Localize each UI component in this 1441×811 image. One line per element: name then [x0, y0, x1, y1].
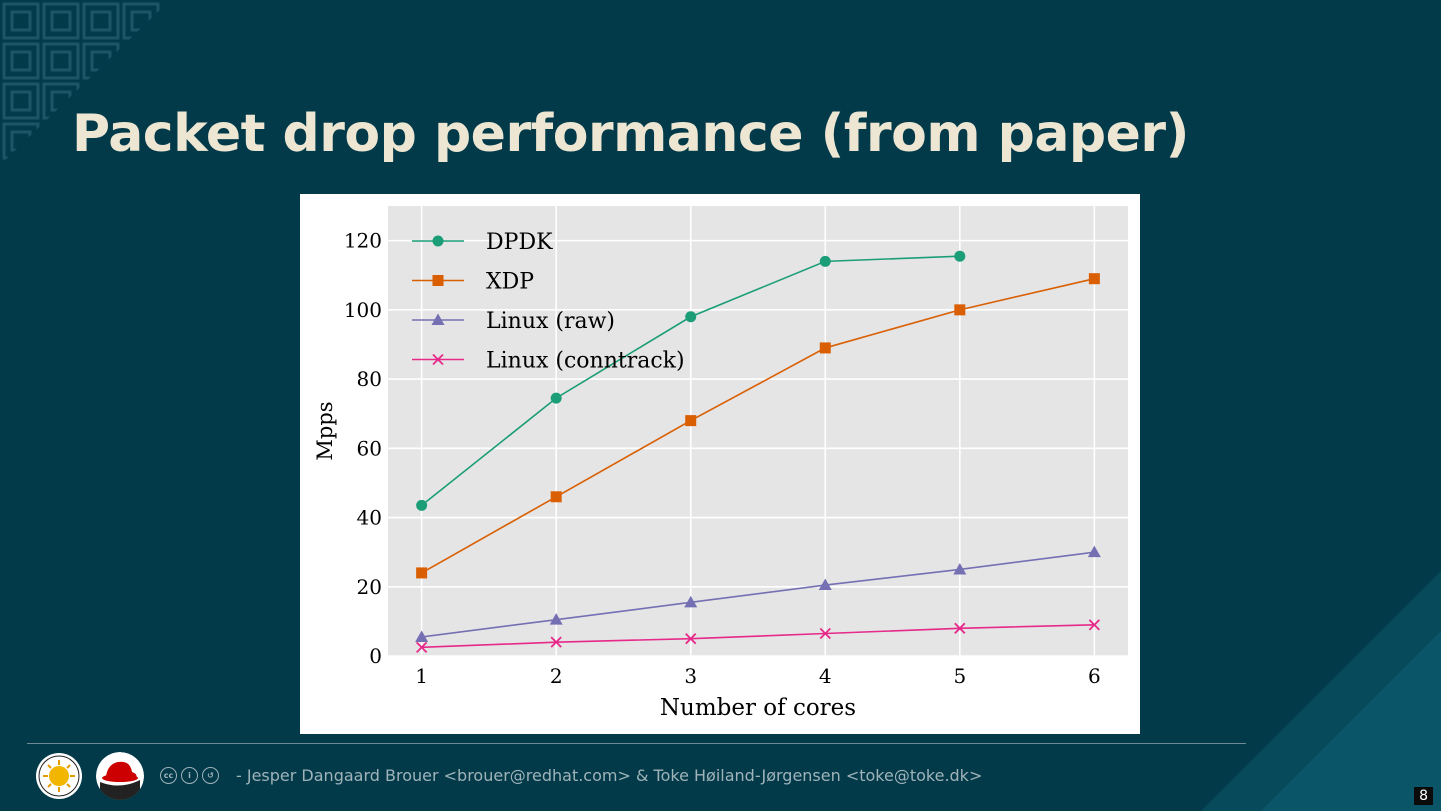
- plot-area: [388, 206, 1128, 656]
- data-point-linux-conntrack: [819, 627, 831, 640]
- data-point-linux-conntrack: [1088, 619, 1101, 631]
- y-tick-label: 100: [344, 298, 382, 322]
- data-point-linux-conntrack: [685, 633, 697, 645]
- y-tick-label: 40: [357, 506, 382, 530]
- grid-lines: [388, 206, 1128, 657]
- data-point-linux-conntrack: [415, 641, 428, 653]
- legend-label-xdp: XDP: [486, 270, 534, 295]
- series-line-xdp: [421, 277, 1095, 574]
- data-point-xdp: [1088, 273, 1100, 285]
- y-tick-label: 0: [369, 644, 382, 668]
- legend-marker-linux-conntrack: [432, 353, 444, 366]
- data-point-xdp: [954, 304, 966, 316]
- x-axis-label: Number of cores: [660, 695, 856, 721]
- series-markers: [415, 250, 1101, 653]
- data-point-linux-raw: [953, 562, 967, 575]
- y-tick-label: 60: [357, 436, 382, 460]
- data-point-linux-raw: [1087, 545, 1101, 558]
- y-tick-label: 80: [357, 367, 382, 391]
- series-line-linux-conntrack: [421, 624, 1095, 649]
- legend: DPDK XDP Linux (raw) Linux (conntrack): [412, 230, 685, 374]
- data-point-dpdk: [550, 392, 562, 404]
- page-number: 8: [1414, 787, 1433, 805]
- legend-label-linux-conntrack: Linux (conntrack): [486, 349, 685, 374]
- y-axis-label: Mpps: [313, 401, 337, 460]
- slide-title: Packet drop performance (from paper): [72, 104, 1189, 164]
- chart-panel: 1 2 3 4 5 6 0 20 40 60 80 100 120 Number of cores M…: [300, 194, 1140, 734]
- data-point-dpdk: [685, 311, 697, 323]
- data-point-linux-conntrack: [550, 636, 562, 648]
- legend-label-dpdk: DPDK: [486, 230, 553, 255]
- legend-marker-linux-raw: [431, 313, 445, 325]
- share-alike-icon: ↺: [202, 767, 219, 784]
- corner-pattern-decoration: [2, 2, 160, 160]
- data-point-dpdk: [954, 250, 966, 262]
- x-tick-label: 5: [953, 664, 966, 688]
- data-point-linux-raw: [818, 578, 832, 591]
- data-point-xdp: [685, 415, 697, 427]
- legend-marker-dpdk: [432, 235, 444, 247]
- x-tick-label: 6: [1088, 664, 1101, 688]
- x-tick-labels: 1 2 3 4 5 6: [415, 664, 1100, 688]
- creative-commons-icon: cc: [160, 767, 177, 784]
- attribution-icon: i: [181, 767, 198, 784]
- legend-label-linux-raw: Linux (raw): [486, 309, 615, 334]
- x-tick-label: 2: [550, 664, 563, 688]
- x-tick-label: 3: [684, 664, 697, 688]
- data-point-xdp: [819, 342, 831, 354]
- data-point-linux-raw: [415, 630, 429, 642]
- corner-stripe-decoration: [1201, 571, 1441, 811]
- footer-credit: - Jesper Dangaard Brouer <brouer@redhat.…: [236, 766, 983, 785]
- x-tick-label: 1: [415, 664, 428, 688]
- footer-divider: [27, 743, 1246, 744]
- y-tick-label: 120: [344, 229, 382, 253]
- data-point-dpdk: [819, 255, 831, 267]
- university-seal-logo: [35, 752, 83, 800]
- legend-marker-xdp: [432, 275, 444, 286]
- redhat-logo: [96, 752, 144, 800]
- data-point-linux-raw: [684, 595, 698, 608]
- data-point-xdp: [550, 491, 562, 503]
- data-point-linux-raw: [549, 613, 563, 625]
- y-tick-label: 20: [357, 575, 382, 599]
- series-line-linux-raw: [421, 551, 1095, 638]
- y-tick-labels: 0 20 40 60 80 100 120: [344, 229, 382, 668]
- data-point-dpdk: [416, 499, 428, 511]
- data-point-linux-conntrack: [954, 622, 966, 634]
- license-icons: cc i ↺: [160, 767, 219, 784]
- data-point-xdp: [416, 567, 428, 579]
- line-chart: 1 2 3 4 5 6 0 20 40 60 80 100 120 Number of cores M…: [313, 206, 1128, 721]
- x-tick-label: 4: [819, 664, 832, 688]
